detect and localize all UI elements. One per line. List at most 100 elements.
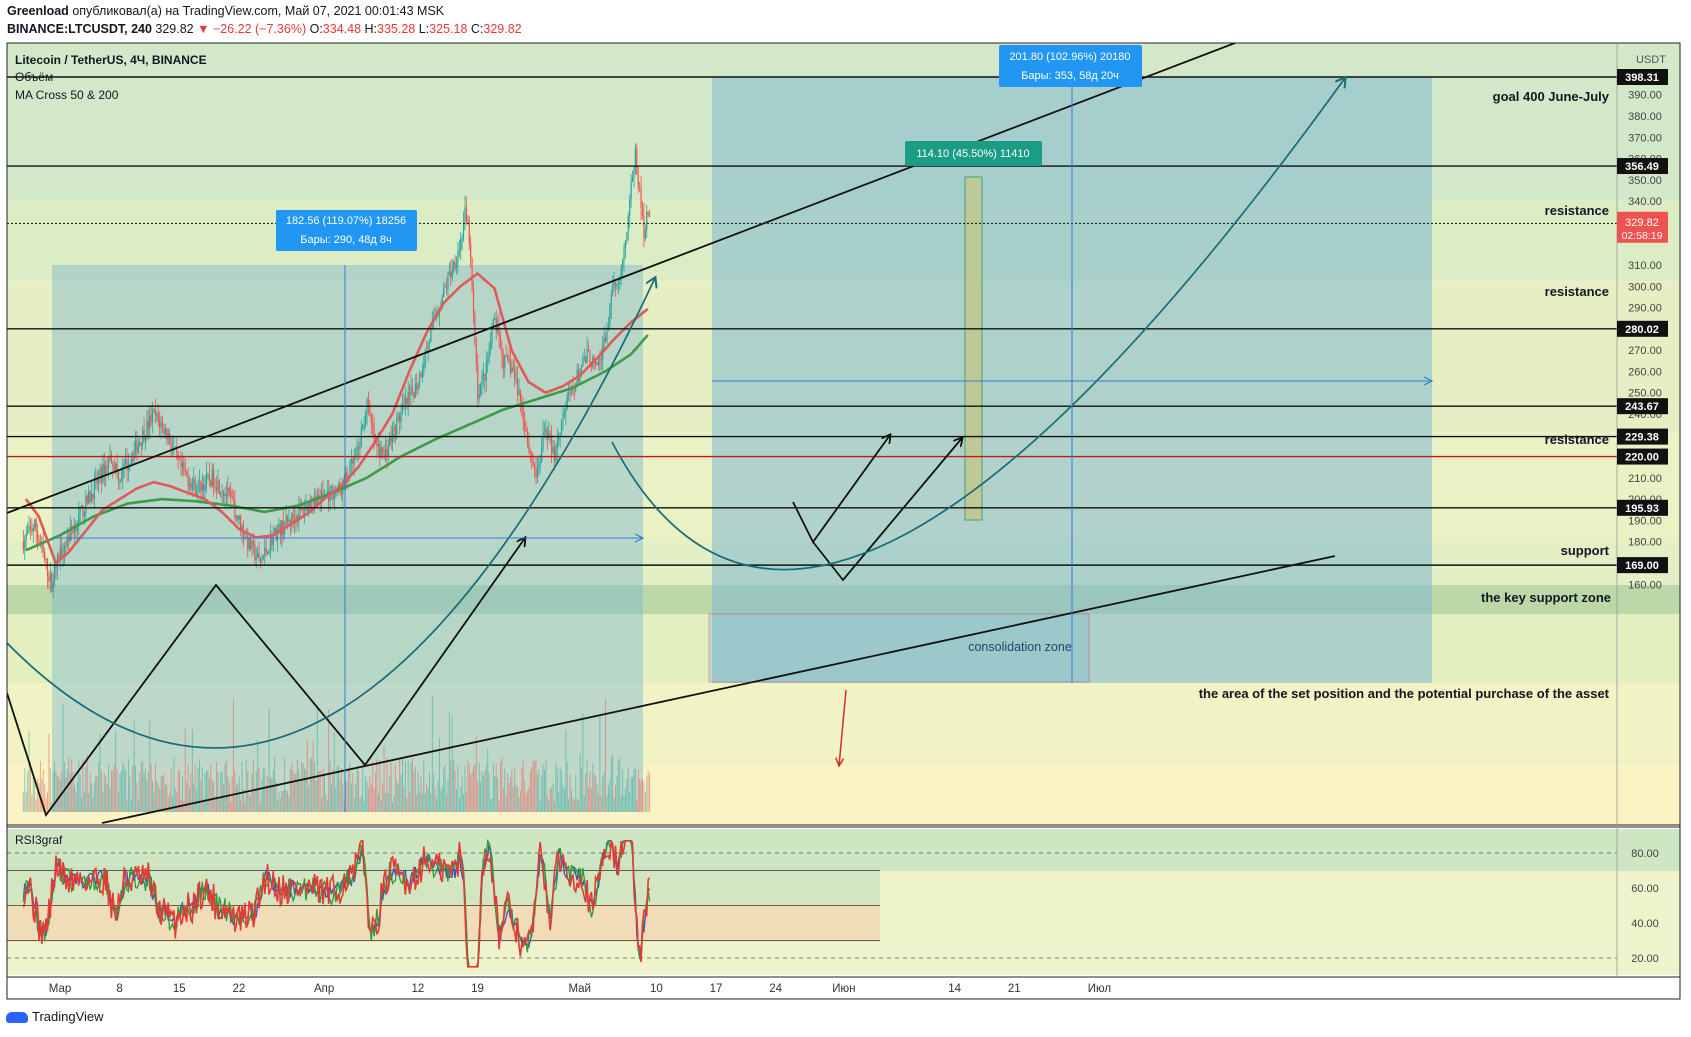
volume-bar xyxy=(406,798,408,812)
volume-bar xyxy=(75,792,77,812)
volume-bar xyxy=(366,781,368,812)
candle-body xyxy=(568,392,570,396)
price-tag-label: 229.38 xyxy=(1625,432,1659,444)
volume-bar xyxy=(92,797,94,812)
ma-50-line xyxy=(24,271,649,566)
candle-body xyxy=(99,469,101,478)
volume-bar xyxy=(245,759,247,812)
consolidation-box[interactable] xyxy=(708,613,1090,683)
candle-body xyxy=(32,527,34,532)
candle-body xyxy=(370,413,372,423)
price-tag-label: 243.67 xyxy=(1625,401,1659,413)
volume-bar xyxy=(234,770,236,812)
legend-ma[interactable]: MA Cross 50 & 200 xyxy=(15,88,119,102)
cup-curve-1[interactable] xyxy=(7,278,655,749)
zigzag-path-1[interactable] xyxy=(7,538,525,817)
time-axis[interactable]: Мар 8 15 22 Апр 12 19 Май 10 17 24 Июн 14 21 Июл xyxy=(49,983,1111,995)
candle-body xyxy=(413,392,415,398)
volume-bar xyxy=(509,777,511,812)
volume-bar xyxy=(355,783,357,812)
upper-trendline[interactable] xyxy=(7,43,1236,514)
candle-body xyxy=(580,365,583,372)
price-tag xyxy=(1617,499,1668,516)
author[interactable]: Greenload xyxy=(7,4,69,18)
volume-bar xyxy=(120,770,122,812)
volume-bar xyxy=(470,774,472,812)
candle-body xyxy=(531,451,533,459)
tradingview-logo[interactable]: TradingView xyxy=(6,1009,104,1024)
volume-bar xyxy=(532,760,534,812)
candle-body xyxy=(68,536,70,541)
currency-label: USDT xyxy=(1636,54,1666,66)
candle-body xyxy=(169,432,171,444)
candle-body xyxy=(151,410,154,423)
candle-body xyxy=(123,463,125,468)
volume-bar xyxy=(269,777,271,812)
candle-body xyxy=(643,215,645,239)
rsi-tick: 40.00 xyxy=(1631,918,1659,930)
measure-label-3[interactable]: 114.10 (45.50%) 11410 xyxy=(905,141,1042,166)
candle-body xyxy=(173,447,175,449)
candle-body xyxy=(501,349,503,357)
volume-bar xyxy=(619,757,621,812)
volume-bar xyxy=(48,733,50,812)
candle-body xyxy=(66,536,68,546)
candle-body xyxy=(58,555,60,561)
cup-curve-2[interactable] xyxy=(611,78,1345,571)
volume-bar xyxy=(113,765,115,812)
candle-body xyxy=(204,484,206,491)
candle-body xyxy=(462,223,465,238)
rsi-axis[interactable]: 80.00 60.00 40.00 20.00 xyxy=(1631,848,1659,965)
candle-body xyxy=(511,367,513,373)
set-position-label: the area of the set position and the pot… xyxy=(1199,686,1610,701)
candle-body xyxy=(441,296,443,307)
candle-body xyxy=(176,447,178,454)
volume-bar xyxy=(606,795,608,812)
lower-trendline[interactable] xyxy=(101,555,1336,824)
candle-body xyxy=(278,523,280,530)
candle-body xyxy=(624,240,627,249)
volume-bar xyxy=(123,766,125,812)
volume-bar xyxy=(475,735,477,812)
candle-body xyxy=(457,252,459,264)
candle-body xyxy=(548,433,550,439)
volume-bar xyxy=(215,761,217,812)
volume-bar xyxy=(623,795,625,812)
candle-body xyxy=(227,488,229,497)
candle-body xyxy=(303,510,306,515)
measure-label-1[interactable]: 182.56 (119.07%) 18256 Бары: 290, 48д 8ч xyxy=(276,210,417,251)
price-tick: 290.00 xyxy=(1628,303,1662,315)
volume-bar xyxy=(308,785,310,812)
candle-body xyxy=(399,415,401,422)
candle-body xyxy=(139,442,141,445)
volume-bar xyxy=(322,768,324,812)
measure-label-2[interactable]: 201.80 (102.96%) 20180 Бары: 353, 58д 20… xyxy=(999,45,1142,87)
price-tick: 310.00 xyxy=(1628,260,1662,272)
volume-bar xyxy=(495,763,497,812)
volume-bar xyxy=(132,765,134,812)
volume-bar xyxy=(455,789,457,812)
volume-bar xyxy=(47,792,49,812)
volume-bar xyxy=(144,768,146,812)
volume-bar xyxy=(434,788,436,812)
volume-bar xyxy=(193,783,195,812)
legend-volume[interactable]: Объём xyxy=(15,70,53,84)
volume-bar xyxy=(282,790,284,812)
volume-bar xyxy=(447,779,449,812)
range-box-3[interactable] xyxy=(964,176,983,521)
time-tick: Май xyxy=(568,983,591,995)
rsi-legend[interactable]: RSI3graf xyxy=(15,833,63,847)
volume-bar xyxy=(369,776,371,812)
volume-bar xyxy=(292,769,294,812)
volume-bar xyxy=(578,801,580,812)
candle-body xyxy=(218,480,220,494)
candle-body xyxy=(109,455,111,460)
candle-body xyxy=(234,499,236,519)
high-label: H: xyxy=(364,22,378,36)
volume-bar xyxy=(641,778,643,812)
volume-bar xyxy=(277,800,279,812)
candle-body xyxy=(518,389,520,395)
zigzag-path-3[interactable] xyxy=(812,438,962,582)
volume-bar xyxy=(88,792,90,812)
